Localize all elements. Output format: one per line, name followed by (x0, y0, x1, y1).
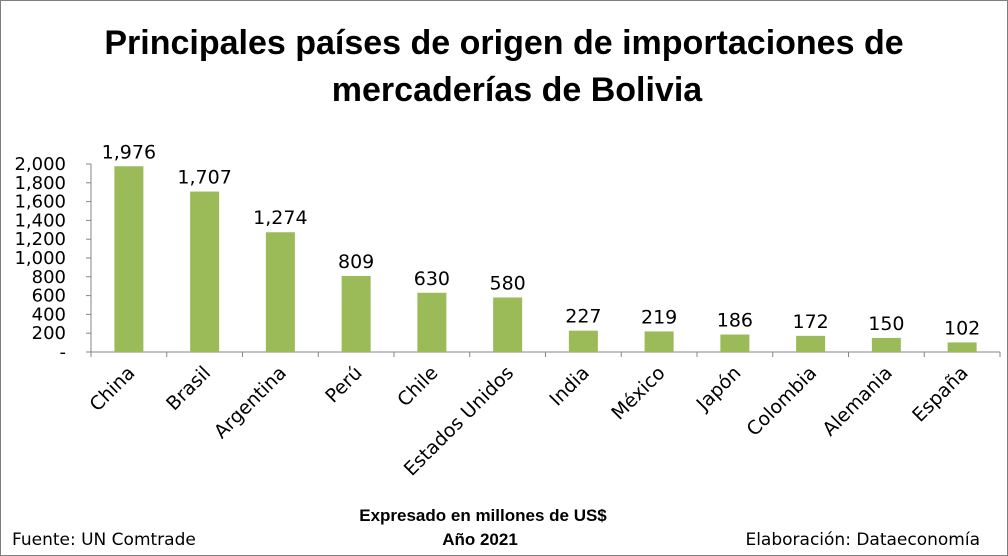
category-label: México (607, 362, 669, 424)
year-note: Año 2021 (442, 530, 518, 549)
y-tick-label: 1,600 (14, 192, 66, 213)
category-label: Chile (393, 362, 442, 411)
bar (114, 166, 144, 352)
y-tick-label: 800 (32, 267, 66, 288)
data-label: 1,976 (102, 141, 156, 163)
category-label: China (85, 362, 139, 416)
bar (265, 232, 295, 352)
source-note: Fuente: UN Comtrade (12, 530, 196, 550)
bar (190, 191, 220, 352)
credit-note: Elaboración: Dataeconomía (745, 530, 980, 550)
y-tick-label: 1,200 (14, 229, 66, 250)
bar (341, 275, 371, 352)
y-tick-label: 600 (32, 286, 66, 307)
data-label: 219 (641, 306, 677, 328)
category-label: Alemania (818, 362, 897, 441)
chart-title-line2: mercaderías de Bolivia (332, 71, 704, 109)
y-tick-label: 400 (32, 304, 66, 325)
bar (720, 334, 750, 352)
category-label: Perú (321, 362, 366, 407)
data-label: 186 (717, 310, 753, 332)
data-labels: 1,976 1,707 1,274 809 630 580 227 219 186 172 150 1… (102, 141, 981, 339)
bar (493, 297, 523, 352)
data-label: 1,707 (177, 167, 231, 189)
data-label: 102 (944, 317, 980, 339)
bar (947, 342, 977, 352)
y-tick-label: 200 (32, 323, 66, 344)
category-label: Argentina (210, 362, 291, 443)
y-tick-label: 1,400 (14, 210, 66, 231)
y-tick-label: 2,000 (14, 154, 66, 175)
chart-title-line1: Principales países de origen de importac… (104, 24, 903, 62)
bar (417, 292, 447, 352)
axes: -2004006008001,0001,2001,4001,6001,8002,… (14, 154, 1001, 363)
data-label: 1,274 (253, 207, 307, 229)
bars (114, 166, 977, 352)
data-label: 227 (565, 306, 601, 328)
category-label: Brasil (162, 362, 215, 415)
data-label: 150 (868, 313, 904, 335)
data-label: 809 (338, 251, 374, 273)
category-label: Colombia (742, 362, 821, 441)
bar (871, 337, 901, 352)
y-tick-label: 1,000 (14, 248, 66, 269)
data-label: 580 (489, 272, 525, 294)
y-tick-label: 1,800 (14, 173, 66, 194)
bar (568, 330, 598, 352)
unit-note: Expresado en millones de US$ (359, 506, 607, 525)
category-label: India (545, 362, 594, 411)
y-tick-label: - (60, 342, 67, 363)
category-label: Japón (692, 362, 746, 416)
bar (644, 331, 674, 352)
data-label: 630 (414, 268, 450, 290)
category-label: España (908, 362, 973, 427)
data-label: 172 (792, 311, 828, 333)
bar (796, 335, 826, 352)
